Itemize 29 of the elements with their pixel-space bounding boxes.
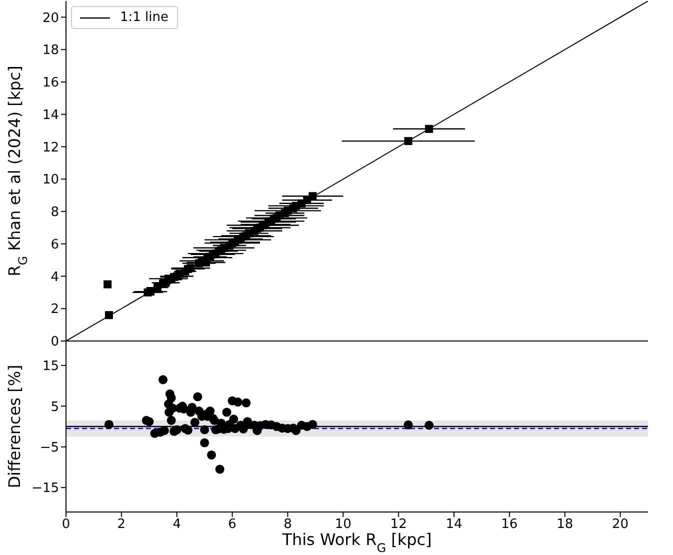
y-tick-label: 5 <box>50 400 59 415</box>
x-tick-label: 12 <box>390 517 407 532</box>
y-tick-label: 16 <box>42 76 59 91</box>
x-tick-label: 10 <box>334 517 352 532</box>
y-tick-label: 18 <box>42 43 59 58</box>
y-tick-label: 20 <box>42 10 59 26</box>
x-tick-label: 6 <box>228 517 236 532</box>
y-tick-label: 12 <box>42 140 59 156</box>
x-tick-label: 4 <box>172 517 181 532</box>
x-tick-label: 18 <box>556 517 574 532</box>
y-tick-label: 14 <box>42 108 59 123</box>
y-tick-label: 6 <box>50 237 59 252</box>
y-tick-label: 10 <box>42 172 59 188</box>
legend-label: 1:1 line <box>120 10 169 25</box>
x-tick-label: 20 <box>612 517 629 532</box>
y-tick-label: −5 <box>40 440 59 456</box>
y-tick-label: 0 <box>50 334 59 350</box>
x-tick-label: 14 <box>446 517 462 532</box>
y-axis-title: Differences [%] <box>5 364 24 488</box>
y-tick-label: −15 <box>32 481 59 496</box>
x-tick-label: 0 <box>62 517 70 532</box>
x-tick-label: 16 <box>501 517 518 532</box>
y-tick-label: 15 <box>42 359 59 374</box>
x-tick-label: 8 <box>284 517 292 532</box>
y-tick-label: 2 <box>50 302 59 318</box>
y-tick-label: 8 <box>50 205 59 220</box>
x-axis-title: This Work R$_{G}$ [kpc] <box>281 530 432 555</box>
x-tick-label: 2 <box>117 517 126 532</box>
y-tick-label: 4 <box>50 270 59 285</box>
